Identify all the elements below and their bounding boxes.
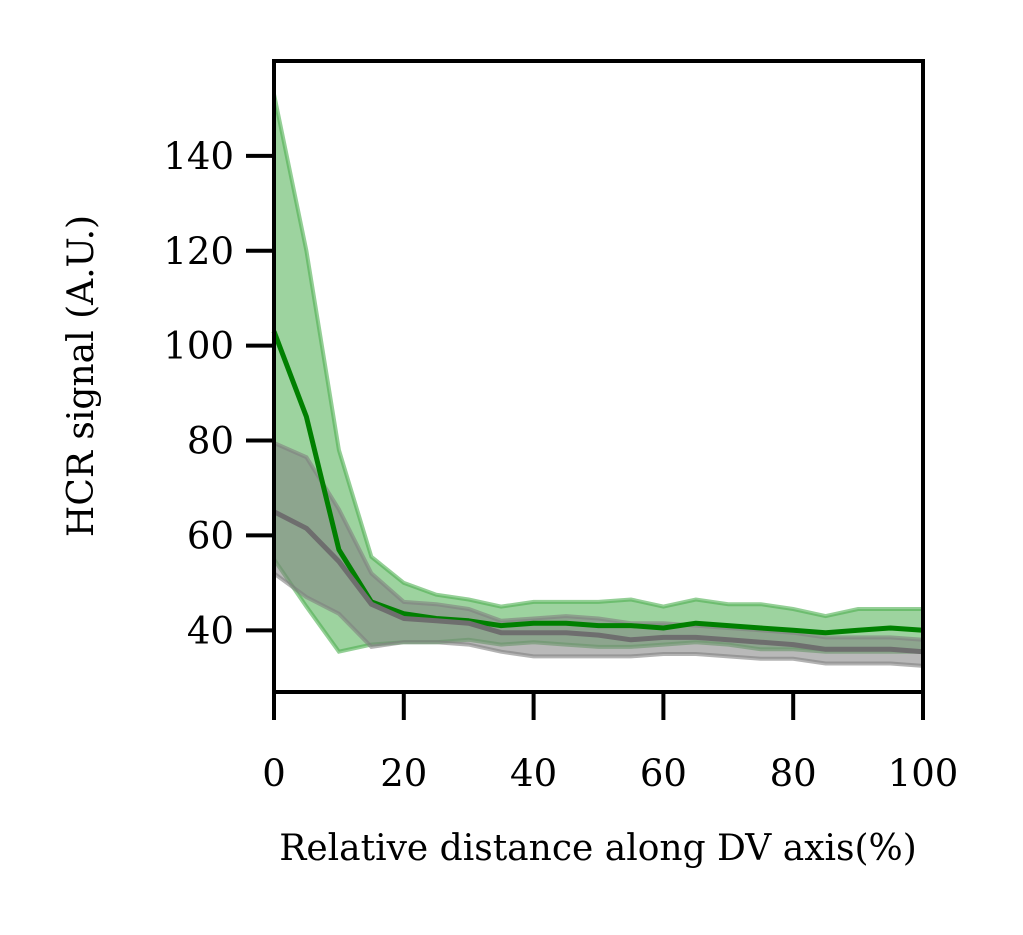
- mean-line-series-2: [272, 509, 924, 655]
- band-series-2: [274, 442, 923, 666]
- x-tick-label: 40: [510, 752, 557, 795]
- plot-frame: [272, 59, 925, 694]
- x-tick-label: 60: [640, 752, 687, 795]
- x-axis-ticks: 0 20 40 60 80 100: [262, 692, 958, 795]
- series-lines: [271, 330, 924, 655]
- mean-line-series-1: [271, 330, 924, 636]
- upper-edge-series-1: [272, 93, 923, 619]
- lower-edge-series-2: [272, 571, 924, 668]
- y-tick-label: 100: [163, 325, 234, 368]
- confidence-bands: [272, 93, 924, 668]
- band-series-1: [274, 94, 923, 652]
- y-tick-label: 140: [163, 135, 234, 178]
- upper-edge-series-2: [273, 441, 924, 642]
- y-tick-label: 40: [187, 609, 234, 652]
- x-tick-label: 100: [888, 752, 959, 795]
- y-tick-label: 80: [187, 420, 234, 463]
- y-axis-ticks: 40 60 80 100 120 140: [163, 135, 274, 652]
- y-tick-label: 120: [163, 230, 234, 273]
- x-tick-label: 20: [380, 752, 427, 795]
- y-axis-label: HCR signal (A.U.): [61, 215, 102, 537]
- x-axis-label: Relative distance along DV axis(%): [279, 828, 917, 869]
- x-tick-label: 80: [770, 752, 817, 795]
- x-tick-label: 0: [262, 752, 286, 795]
- y-tick-label: 60: [187, 514, 234, 557]
